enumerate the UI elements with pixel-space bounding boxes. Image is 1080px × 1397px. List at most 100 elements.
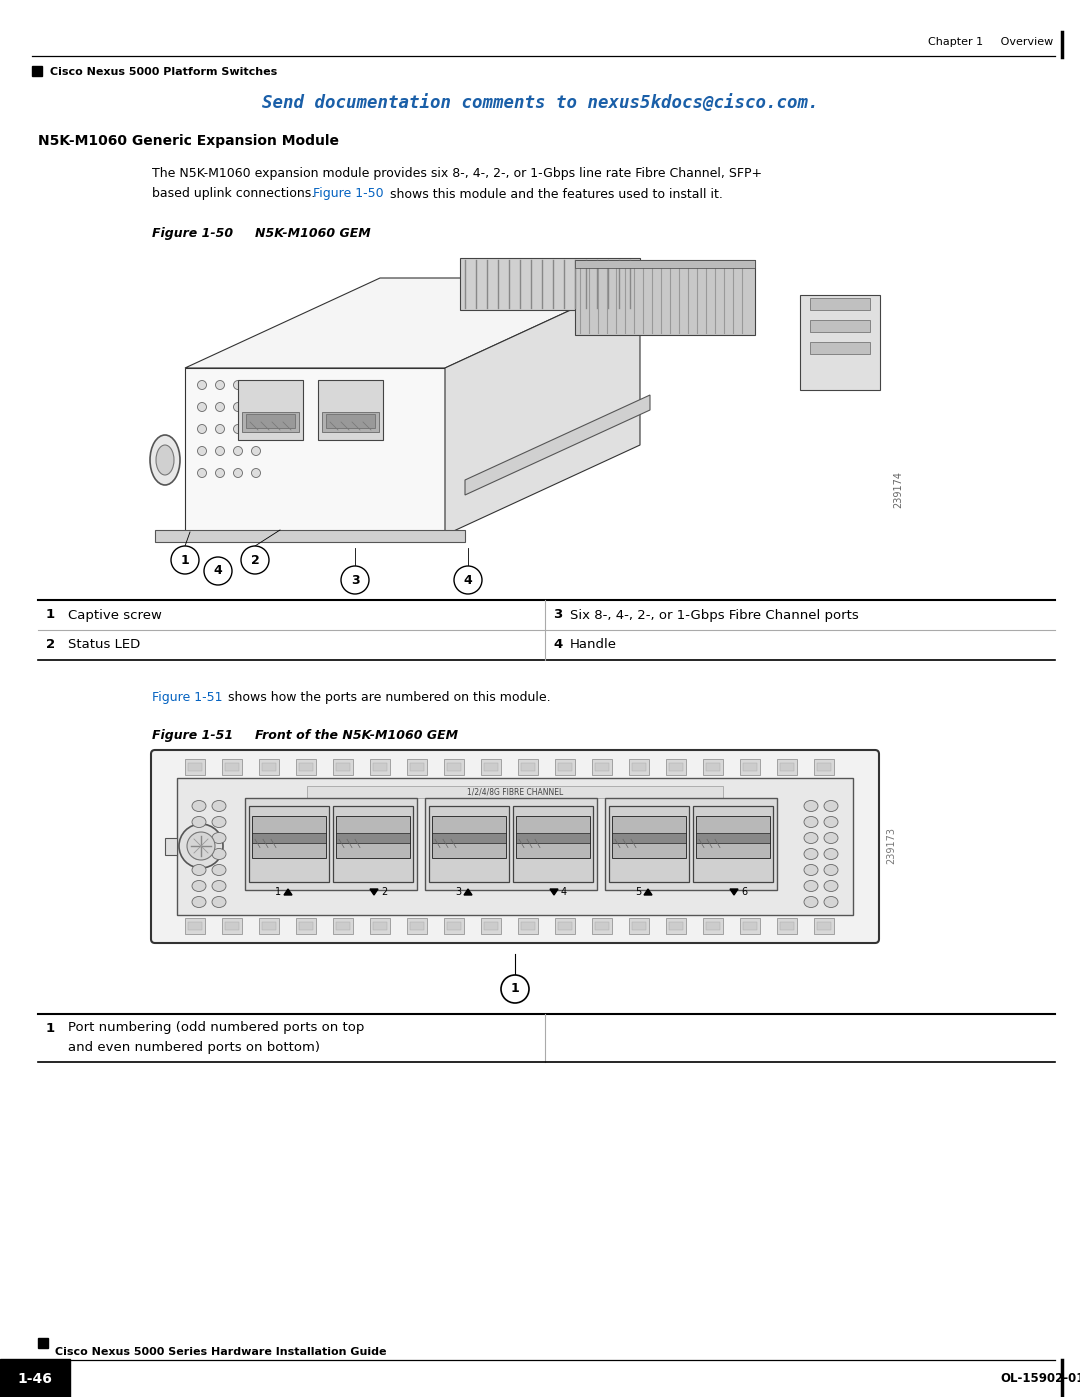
Ellipse shape	[824, 865, 838, 876]
Bar	[484, 763, 498, 771]
Bar	[252, 833, 326, 844]
Text: Six 8-, 4-, 2-, or 1-Gbps Fibre Channel ports: Six 8-, 4-, 2-, or 1-Gbps Fibre Channel …	[570, 609, 859, 622]
Circle shape	[233, 468, 243, 478]
Polygon shape	[800, 295, 880, 390]
Ellipse shape	[804, 816, 818, 827]
Bar	[740, 759, 760, 775]
Text: based uplink connections.: based uplink connections.	[152, 187, 320, 201]
Text: 1: 1	[46, 1021, 55, 1035]
Text: OL-15902-01: OL-15902-01	[1000, 1372, 1080, 1386]
Text: shows how the ports are numbered on this module.: shows how the ports are numbered on this…	[224, 692, 551, 704]
Bar	[703, 759, 723, 775]
Circle shape	[233, 402, 243, 412]
Bar	[246, 414, 295, 427]
Text: The N5K-M1060 expansion module provides six 8-, 4-, 2-, or 1-Gbps line rate Fibr: The N5K-M1060 expansion module provides …	[152, 168, 762, 180]
Bar	[558, 922, 572, 930]
Bar	[242, 412, 299, 432]
Bar	[0, 1359, 70, 1397]
Text: Send documentation comments to nexus5kdocs@cisco.com.: Send documentation comments to nexus5kdo…	[261, 94, 819, 112]
Ellipse shape	[192, 897, 206, 908]
Text: 6: 6	[741, 887, 747, 897]
Text: 5: 5	[635, 887, 642, 897]
Bar	[249, 806, 329, 882]
Bar	[481, 918, 501, 935]
Bar	[370, 918, 390, 935]
Bar	[225, 922, 239, 930]
Ellipse shape	[212, 848, 226, 859]
Circle shape	[252, 425, 260, 433]
Ellipse shape	[212, 800, 226, 812]
Text: Figure 1-51     Front of the N5K-M1060 GEM: Figure 1-51 Front of the N5K-M1060 GEM	[152, 729, 458, 742]
Polygon shape	[730, 888, 738, 895]
Ellipse shape	[824, 880, 838, 891]
Text: Figure 1-50     N5K-M1060 GEM: Figure 1-50 N5K-M1060 GEM	[152, 226, 370, 239]
Bar	[333, 918, 353, 935]
Bar	[555, 759, 575, 775]
Circle shape	[252, 468, 260, 478]
Bar	[410, 922, 424, 930]
Circle shape	[216, 425, 225, 433]
Circle shape	[341, 566, 369, 594]
Ellipse shape	[824, 800, 838, 812]
Bar	[370, 759, 390, 775]
Bar	[814, 918, 834, 935]
Text: and even numbered ports on bottom): and even numbered ports on bottom)	[68, 1042, 320, 1055]
Bar	[669, 922, 683, 930]
Bar	[609, 806, 689, 882]
Text: 239174: 239174	[893, 472, 903, 509]
Bar	[188, 763, 202, 771]
Circle shape	[216, 402, 225, 412]
Bar	[693, 806, 773, 882]
Bar	[432, 816, 507, 858]
Polygon shape	[185, 278, 640, 367]
Circle shape	[216, 447, 225, 455]
Bar	[410, 763, 424, 771]
Circle shape	[233, 447, 243, 455]
Bar	[185, 759, 205, 775]
Ellipse shape	[192, 800, 206, 812]
Bar	[307, 787, 723, 798]
Circle shape	[198, 380, 206, 390]
Text: 1-46: 1-46	[17, 1372, 53, 1386]
Polygon shape	[460, 258, 640, 310]
Bar	[322, 412, 379, 432]
Bar	[777, 918, 797, 935]
Bar	[481, 759, 501, 775]
Circle shape	[252, 380, 260, 390]
Bar	[629, 759, 649, 775]
Bar	[185, 918, 205, 935]
Text: 2: 2	[46, 638, 55, 651]
Circle shape	[198, 425, 206, 433]
Bar	[407, 759, 427, 775]
Bar	[810, 320, 870, 332]
Bar	[669, 763, 683, 771]
Bar	[595, 922, 609, 930]
Bar	[632, 763, 646, 771]
Text: 1/2/4/8G FIBRE CHANNEL: 1/2/4/8G FIBRE CHANNEL	[467, 788, 563, 796]
Bar	[333, 806, 413, 882]
Text: 2: 2	[251, 553, 259, 567]
Bar	[816, 922, 831, 930]
Text: 4: 4	[463, 574, 472, 587]
Polygon shape	[550, 888, 558, 895]
Text: Cisco Nexus 5000 Platform Switches: Cisco Nexus 5000 Platform Switches	[50, 67, 278, 77]
Bar	[810, 298, 870, 310]
Bar	[592, 759, 612, 775]
Circle shape	[216, 468, 225, 478]
Bar	[238, 380, 303, 440]
Text: Cisco Nexus 5000 Series Hardware Installation Guide: Cisco Nexus 5000 Series Hardware Install…	[55, 1347, 387, 1356]
Bar	[816, 763, 831, 771]
Bar	[696, 833, 770, 844]
Text: Port numbering (odd numbered ports on top: Port numbering (odd numbered ports on to…	[68, 1021, 364, 1035]
Ellipse shape	[212, 880, 226, 891]
Bar	[555, 918, 575, 935]
Bar	[373, 763, 387, 771]
Bar	[605, 798, 777, 890]
Bar	[245, 798, 417, 890]
Bar	[259, 759, 279, 775]
Text: Figure 1-51: Figure 1-51	[152, 692, 222, 704]
Bar	[612, 816, 686, 858]
Text: Handle: Handle	[570, 638, 617, 651]
Ellipse shape	[192, 848, 206, 859]
Bar	[152, 240, 892, 550]
